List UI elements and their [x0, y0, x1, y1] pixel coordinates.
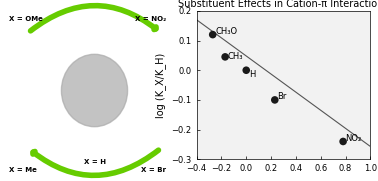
Text: CH₃: CH₃ — [228, 52, 243, 61]
Point — [243, 69, 249, 72]
Text: X = H: X = H — [84, 159, 105, 165]
Point — [210, 33, 216, 36]
Text: X = Me: X = Me — [9, 167, 37, 172]
Text: X = OMe: X = OMe — [9, 16, 43, 22]
Text: H: H — [249, 70, 255, 79]
Y-axis label: log (K_X/K_H): log (K_X/K_H) — [155, 52, 166, 118]
Text: X = NO₂: X = NO₂ — [135, 16, 166, 22]
Ellipse shape — [61, 54, 127, 127]
Text: CH₃O: CH₃O — [215, 27, 237, 36]
Point — [222, 55, 228, 58]
Point — [340, 140, 346, 143]
FancyArrowPatch shape — [33, 150, 158, 175]
Point — [272, 98, 278, 101]
X-axis label: σ_p: σ_p — [275, 179, 292, 181]
Text: NO₂: NO₂ — [345, 134, 362, 143]
Text: X = Br: X = Br — [141, 167, 166, 172]
Title: Substituent Effects in Cation-π Interactions: Substituent Effects in Cation-π Interact… — [178, 0, 378, 9]
FancyArrowPatch shape — [31, 6, 156, 31]
Text: Br: Br — [277, 92, 287, 101]
